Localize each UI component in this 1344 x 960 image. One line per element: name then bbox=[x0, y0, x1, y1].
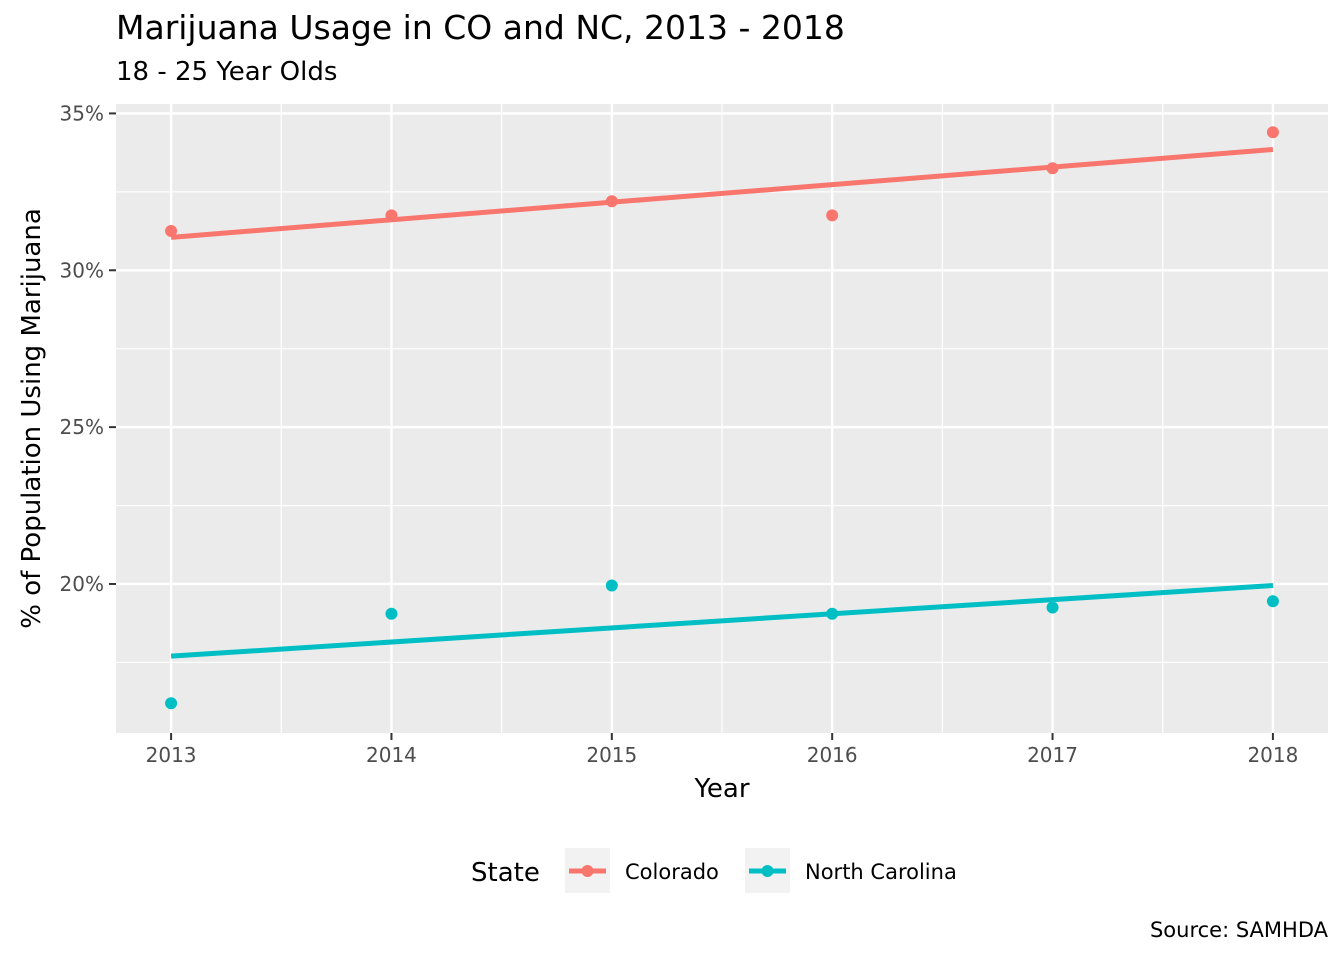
legend: State Colorado North Carolina bbox=[471, 848, 957, 893]
legend-title: State bbox=[471, 858, 540, 888]
x-tick-label: 2016 bbox=[807, 743, 858, 767]
legend-label: North Carolina bbox=[805, 860, 957, 884]
data-point bbox=[1266, 126, 1279, 139]
trend-lines bbox=[170, 146, 1274, 659]
data-point bbox=[165, 225, 178, 238]
data-point bbox=[1266, 595, 1279, 608]
y-axis-title: % of Population Using Marijuana bbox=[17, 208, 47, 629]
data-point bbox=[385, 607, 398, 620]
trend-line bbox=[170, 146, 1274, 240]
data-point bbox=[826, 607, 839, 620]
trend-line bbox=[170, 583, 1274, 659]
y-tick-label: 25% bbox=[60, 415, 104, 439]
x-tick-label: 2018 bbox=[1247, 743, 1298, 767]
data-point bbox=[1046, 162, 1059, 175]
grid-minor bbox=[116, 104, 1328, 733]
legend-key-point bbox=[581, 865, 594, 877]
data-point bbox=[385, 209, 398, 222]
data-point bbox=[1046, 601, 1059, 614]
x-tick-label: 2017 bbox=[1027, 743, 1078, 767]
y-tick-label: 30% bbox=[60, 258, 104, 282]
x-tick-label: 2013 bbox=[146, 743, 197, 767]
y-axis: 20% 25% 30% 35% bbox=[60, 101, 116, 596]
x-axis: 2013 2014 2015 2016 2017 2018 bbox=[146, 733, 1298, 767]
chart-caption: Source: SAMHDA bbox=[1149, 918, 1328, 942]
x-tick-label: 2015 bbox=[586, 743, 637, 767]
y-tick-label: 35% bbox=[60, 101, 104, 125]
data-point bbox=[165, 697, 178, 710]
data-points bbox=[165, 126, 1279, 710]
chart-subtitle: 18 - 25 Year Olds bbox=[116, 57, 338, 87]
data-point bbox=[826, 209, 839, 222]
x-axis-title: Year bbox=[693, 774, 749, 804]
data-point bbox=[605, 579, 618, 592]
legend-key-point bbox=[761, 865, 774, 877]
data-point bbox=[605, 195, 618, 208]
x-tick-label: 2014 bbox=[366, 743, 417, 767]
y-tick-label: 20% bbox=[60, 572, 104, 596]
legend-label: Colorado bbox=[625, 860, 719, 884]
chart-title: Marijuana Usage in CO and NC, 2013 - 201… bbox=[116, 8, 845, 47]
grid-major bbox=[116, 104, 1328, 733]
